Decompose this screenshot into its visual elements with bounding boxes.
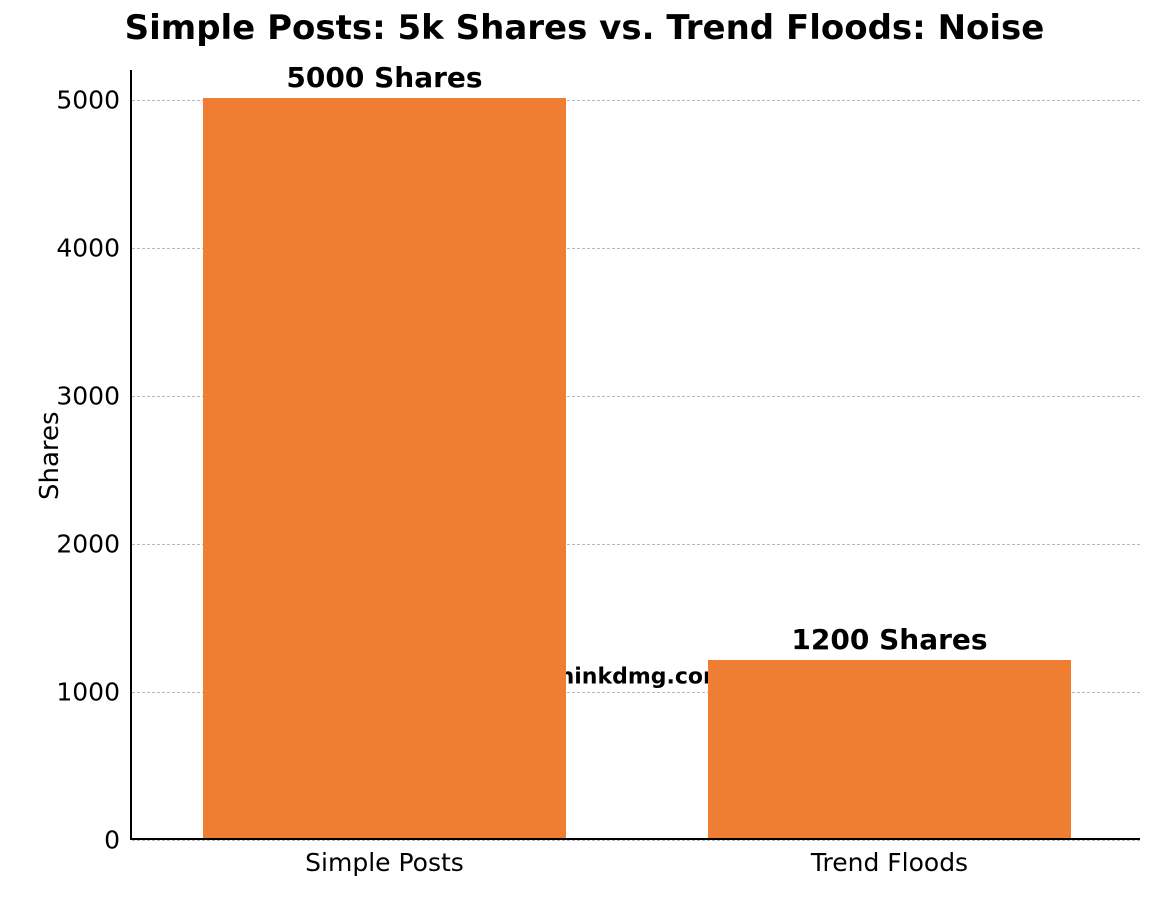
y-tick-label: 2000 [56, 529, 132, 558]
x-tick-label: Trend Floods [811, 838, 968, 877]
bar [203, 98, 567, 838]
bar-value-label: 1200 Shares [791, 623, 987, 656]
watermark-text: thinkdmg.com [548, 665, 726, 690]
y-tick-label: 0 [104, 826, 132, 855]
y-tick-label: 4000 [56, 233, 132, 262]
gridline [132, 840, 1140, 841]
y-tick-label: 1000 [56, 677, 132, 706]
y-tick-label: 5000 [56, 85, 132, 114]
chart-title: Simple Posts: 5k Shares vs. Trend Floods… [0, 8, 1169, 48]
chart-container: Simple Posts: 5k Shares vs. Trend Floods… [0, 0, 1169, 899]
x-tick-label: Simple Posts [305, 838, 464, 877]
bar [708, 660, 1072, 838]
y-axis-label: Shares [35, 411, 65, 500]
bar-value-label: 5000 Shares [286, 61, 482, 94]
plot-area: thinkdmg.com 010002000300040005000Simple… [130, 70, 1140, 840]
y-tick-label: 3000 [56, 381, 132, 410]
